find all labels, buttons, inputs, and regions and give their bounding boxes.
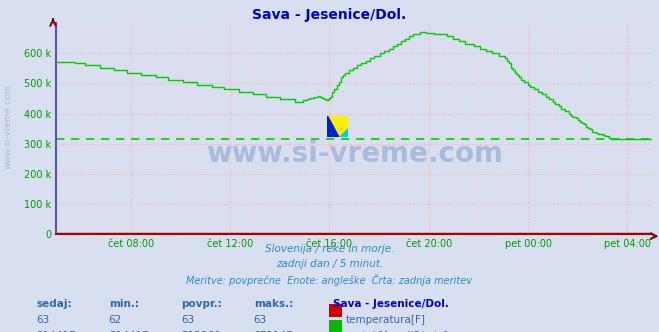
Polygon shape [328,116,339,137]
Text: Meritve: povprečne  Enote: angleške  Črta: zadnja meritev: Meritve: povprečne Enote: angleške Črta:… [186,274,473,286]
Text: www.si-vreme.com: www.si-vreme.com [206,140,503,168]
Text: sedaj:: sedaj: [36,299,72,309]
Text: maks.:: maks.: [254,299,293,309]
Text: temperatura[F]: temperatura[F] [345,315,425,325]
Text: Sava - Jesenice/Dol.: Sava - Jesenice/Dol. [252,8,407,22]
Text: 672147: 672147 [254,331,293,332]
Text: Sava - Jesenice/Dol.: Sava - Jesenice/Dol. [333,299,449,309]
Text: www.si-vreme.com: www.si-vreme.com [3,83,13,169]
Text: 63: 63 [254,315,267,325]
Text: 63: 63 [36,315,49,325]
Text: povpr.:: povpr.: [181,299,222,309]
Text: 63: 63 [181,315,194,325]
Text: Slovenija / reke in morje.: Slovenija / reke in morje. [265,244,394,254]
Text: zadnji dan / 5 minut.: zadnji dan / 5 minut. [276,259,383,269]
Polygon shape [339,127,349,137]
Text: min.:: min.: [109,299,139,309]
Text: 62: 62 [109,315,122,325]
Text: 314417: 314417 [36,331,76,332]
Text: 512360: 512360 [181,331,221,332]
Text: pretok[čevelj3/min]: pretok[čevelj3/min] [345,331,448,332]
Text: 314417: 314417 [109,331,148,332]
